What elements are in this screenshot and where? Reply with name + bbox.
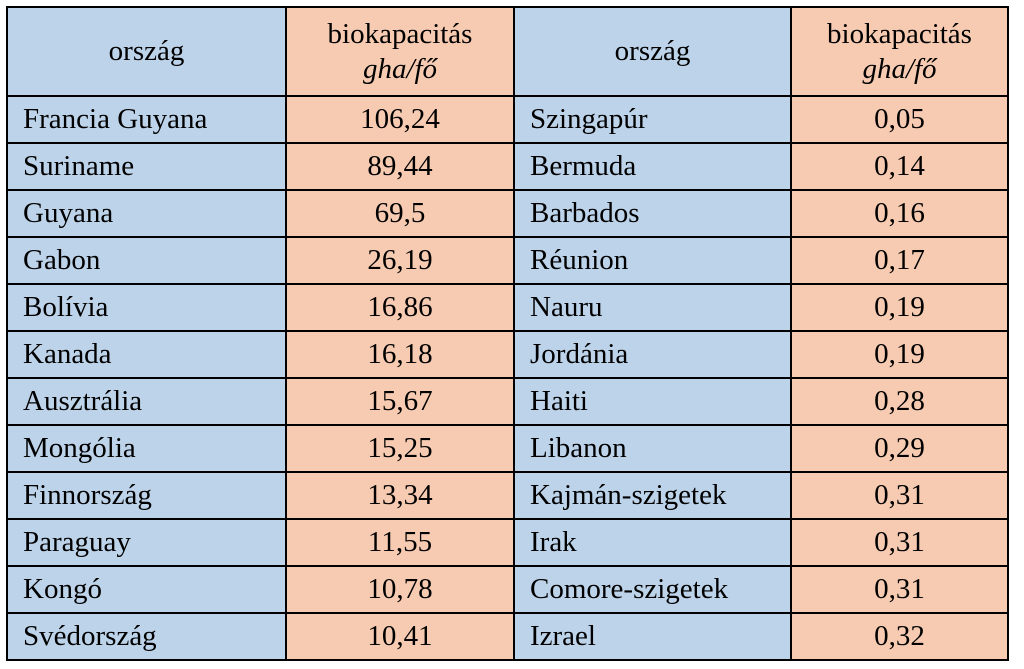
header-row: ország biokapacitás gha/fő ország biokap… — [6, 6, 1009, 97]
table-row: Bolívia 16,86 Nauru 0,19 — [6, 283, 1009, 332]
table-row: Kanada 16,18 Jordánia 0,19 — [6, 330, 1009, 379]
cell-country-right: Irak — [513, 518, 792, 567]
cell-country-left: Svédország — [6, 612, 287, 661]
cell-country-right: Nauru — [513, 283, 792, 332]
header-biocapacity-left-label: biokapacitás — [327, 17, 473, 50]
cell-country-right: Szingapúr — [513, 95, 792, 144]
header-biocapacity-right-unit: gha/fő — [862, 52, 937, 85]
cell-country-left: Suriname — [6, 142, 287, 191]
table-row: Gabon 26,19 Réunion 0,17 — [6, 236, 1009, 285]
table-row: Mongólia 15,25 Libanon 0,29 — [6, 424, 1009, 473]
cell-country-left: Paraguay — [6, 518, 287, 567]
cell-biocapacity-right: 0,19 — [790, 283, 1009, 332]
biocapacity-table: ország biokapacitás gha/fő ország biokap… — [6, 6, 1009, 661]
cell-biocapacity-right: 0,19 — [790, 330, 1009, 379]
header-country-left-label: ország — [108, 35, 185, 67]
cell-biocapacity-right: 0,31 — [790, 518, 1009, 567]
table-row: Finnország 13,34 Kajmán-szigetek 0,31 — [6, 471, 1009, 520]
cell-biocapacity-left: 10,41 — [285, 612, 515, 661]
cell-country-right: Haiti — [513, 377, 792, 426]
cell-country-left: Francia Guyana — [6, 95, 287, 144]
table-row: Francia Guyana 106,24 Szingapúr 0,05 — [6, 95, 1009, 144]
table-row: Ausztrália 15,67 Haiti 0,28 — [6, 377, 1009, 426]
header-biocapacity-right-label: biokapacitás — [827, 17, 972, 50]
cell-country-right: Barbados — [513, 189, 792, 238]
table-row: Svédország 10,41 Izrael 0,32 — [6, 612, 1009, 661]
cell-country-right: Bermuda — [513, 142, 792, 191]
cell-country-right: Réunion — [513, 236, 792, 285]
cell-country-right: Comore-szigetek — [513, 565, 792, 614]
cell-biocapacity-left: 10,78 — [285, 565, 515, 614]
cell-country-right: Libanon — [513, 424, 792, 473]
cell-biocapacity-left: 69,5 — [285, 189, 515, 238]
cell-biocapacity-right: 0,32 — [790, 612, 1009, 661]
cell-country-left: Gabon — [6, 236, 287, 285]
header-country-right-label: ország — [614, 35, 691, 67]
cell-country-left: Bolívia — [6, 283, 287, 332]
header-biocapacity-left: biokapacitás gha/fő — [285, 6, 515, 97]
header-biocapacity-left-unit: gha/fő — [362, 52, 438, 85]
cell-biocapacity-left: 13,34 — [285, 471, 515, 520]
cell-country-left: Ausztrália — [6, 377, 287, 426]
cell-biocapacity-left: 106,24 — [285, 95, 515, 144]
table-row: Kongó 10,78 Comore-szigetek 0,31 — [6, 565, 1009, 614]
cell-biocapacity-left: 15,67 — [285, 377, 515, 426]
cell-country-left: Kanada — [6, 330, 287, 379]
cell-country-right: Izrael — [513, 612, 792, 661]
cell-country-left: Kongó — [6, 565, 287, 614]
cell-country-right: Jordánia — [513, 330, 792, 379]
cell-country-left: Finnország — [6, 471, 287, 520]
cell-biocapacity-right: 0,29 — [790, 424, 1009, 473]
cell-biocapacity-left: 16,18 — [285, 330, 515, 379]
cell-biocapacity-right: 0,31 — [790, 565, 1009, 614]
cell-biocapacity-right: 0,17 — [790, 236, 1009, 285]
cell-country-right: Kajmán-szigetek — [513, 471, 792, 520]
biocapacity-table-body: ország biokapacitás gha/fő ország biokap… — [6, 6, 1009, 661]
cell-biocapacity-left: 26,19 — [285, 236, 515, 285]
header-country-left: ország — [6, 6, 287, 97]
cell-biocapacity-right: 0,14 — [790, 142, 1009, 191]
cell-biocapacity-left: 16,86 — [285, 283, 515, 332]
cell-biocapacity-right: 0,28 — [790, 377, 1009, 426]
header-country-right: ország — [513, 6, 792, 97]
cell-country-left: Mongólia — [6, 424, 287, 473]
cell-country-left: Guyana — [6, 189, 287, 238]
table-row: Suriname 89,44 Bermuda 0,14 — [6, 142, 1009, 191]
table-row: Guyana 69,5 Barbados 0,16 — [6, 189, 1009, 238]
cell-biocapacity-right: 0,31 — [790, 471, 1009, 520]
cell-biocapacity-left: 15,25 — [285, 424, 515, 473]
cell-biocapacity-right: 0,05 — [790, 95, 1009, 144]
table-row: Paraguay 11,55 Irak 0,31 — [6, 518, 1009, 567]
cell-biocapacity-left: 89,44 — [285, 142, 515, 191]
cell-biocapacity-left: 11,55 — [285, 518, 515, 567]
cell-biocapacity-right: 0,16 — [790, 189, 1009, 238]
header-biocapacity-right: biokapacitás gha/fő — [790, 6, 1009, 97]
